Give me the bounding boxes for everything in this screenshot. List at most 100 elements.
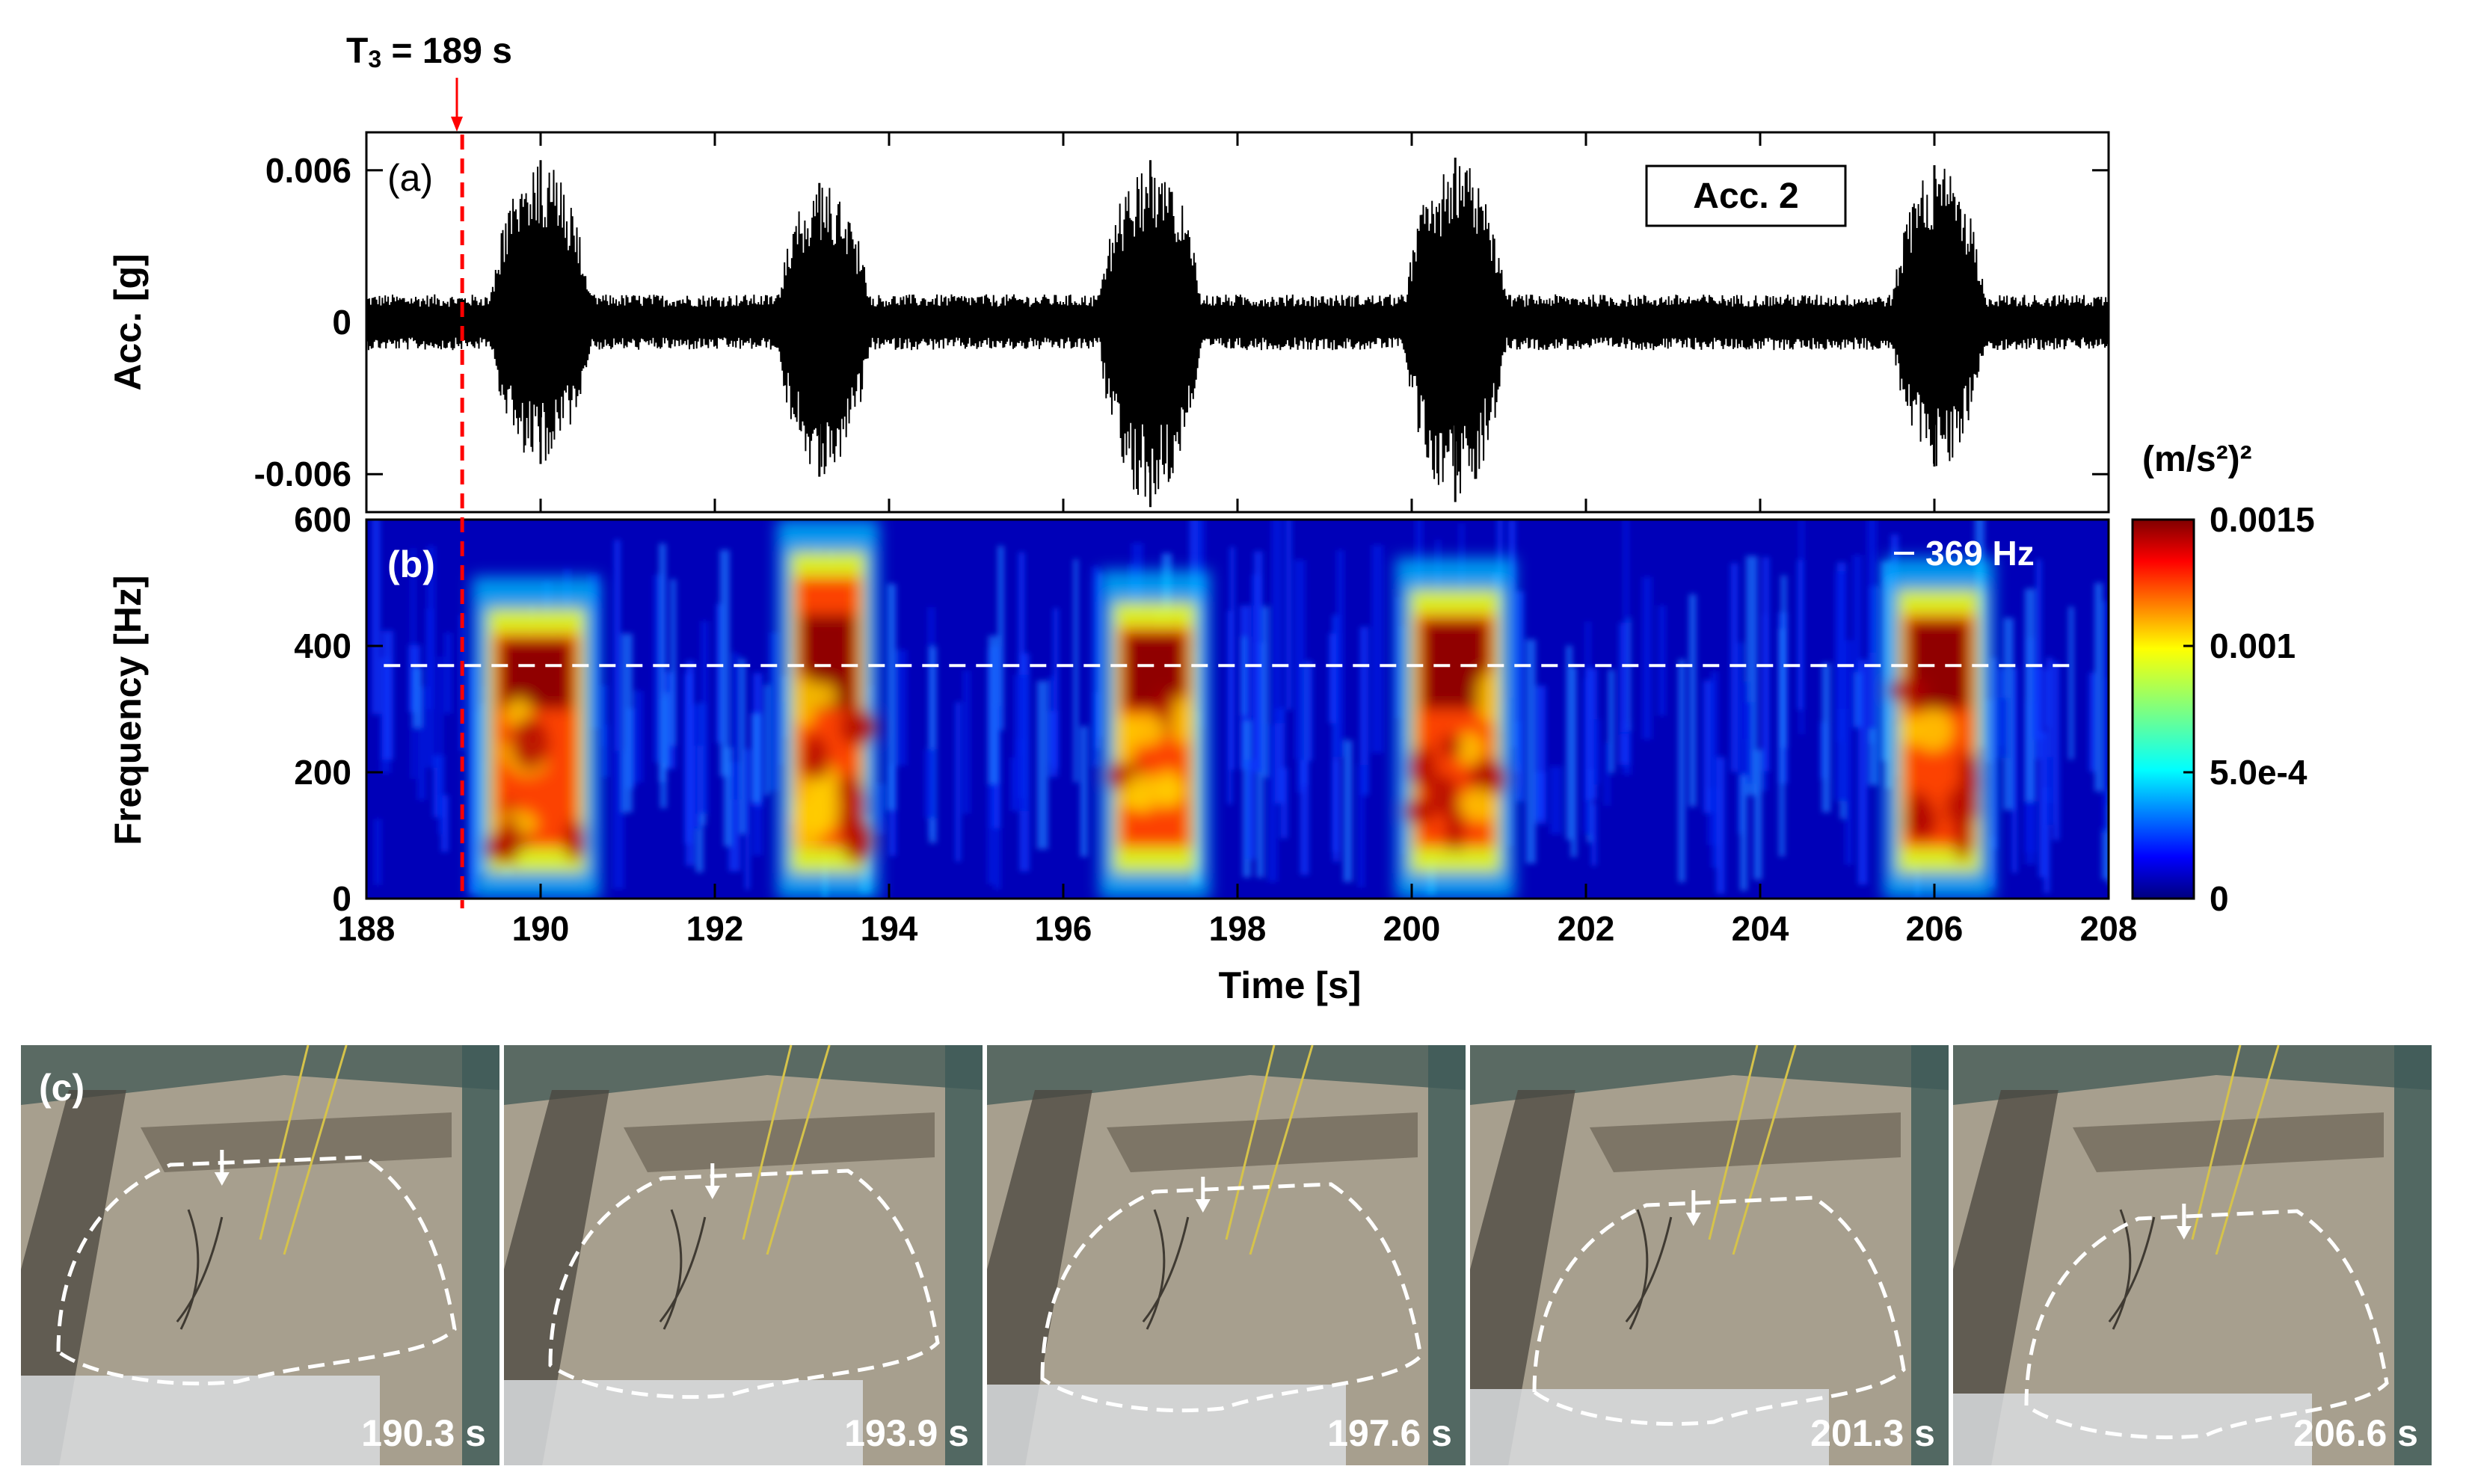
streak bbox=[600, 685, 608, 747]
streak bbox=[1332, 760, 1340, 862]
sliding-mass-outline bbox=[548, 1169, 940, 1400]
legend-label: Acc. 2 bbox=[1693, 176, 1798, 216]
xtick-label: 202 bbox=[1558, 909, 1615, 948]
colorbar-gradient bbox=[2131, 518, 2195, 900]
sliding-mass-outline bbox=[1040, 1182, 1423, 1413]
region-blob bbox=[1171, 695, 1193, 745]
region-blob bbox=[841, 817, 875, 864]
sand-slope bbox=[987, 1075, 1466, 1465]
streak bbox=[1867, 520, 1877, 730]
streak bbox=[1018, 552, 1025, 756]
streak bbox=[459, 615, 465, 751]
region-blob bbox=[796, 777, 834, 835]
streak bbox=[1246, 759, 1255, 860]
photo-frame-3: 197.6 s bbox=[987, 1044, 1466, 1465]
streak bbox=[2053, 662, 2060, 840]
scarp-band bbox=[2073, 1112, 2384, 1172]
spectrogram bbox=[372, 520, 2109, 899]
colorbar-title: (m/s²)² bbox=[2142, 440, 2252, 479]
streak bbox=[670, 579, 676, 746]
streak bbox=[2024, 588, 2035, 802]
streak bbox=[1997, 698, 2008, 759]
panel-b: 369 Hz (b) 0 200 400 600 188 190 192 194 196 198… bbox=[107, 500, 2137, 1006]
region-blob bbox=[1403, 798, 1435, 825]
crack bbox=[176, 1209, 224, 1330]
streak bbox=[1753, 749, 1762, 880]
streak bbox=[374, 819, 382, 885]
streak bbox=[1271, 520, 1282, 724]
streak bbox=[701, 621, 709, 814]
streak bbox=[732, 653, 740, 800]
streak bbox=[1229, 547, 1235, 770]
photo-time-label: 193.9 s bbox=[844, 1412, 969, 1454]
sensor-wire bbox=[283, 1044, 348, 1255]
region-blob bbox=[1887, 679, 1929, 702]
streak bbox=[1010, 757, 1018, 812]
streak bbox=[2047, 757, 2053, 825]
streak bbox=[2038, 730, 2047, 878]
sliding-mass-outline bbox=[1532, 1195, 1906, 1426]
panel-b-label: (b) bbox=[387, 544, 435, 585]
streak bbox=[1549, 766, 1562, 834]
streak bbox=[745, 749, 750, 890]
colorbar-ticks: 0 5.0e-4 0.001 0.0015 bbox=[2183, 500, 2315, 918]
streak bbox=[2105, 677, 2109, 806]
displacement-arrowhead bbox=[1195, 1199, 1211, 1213]
panel-a-y-ticks: -0.006 0 0.006 bbox=[254, 132, 2110, 512]
xtick-label: 204 bbox=[1732, 909, 1789, 948]
panel-a-label: (a) bbox=[387, 157, 433, 199]
panel-c-label: (c) bbox=[39, 1067, 84, 1109]
photo-frame-2: 193.9 s bbox=[504, 1044, 983, 1465]
streak bbox=[1332, 615, 1339, 852]
streak bbox=[1359, 626, 1369, 795]
xtick-label: 206 bbox=[1906, 909, 1964, 948]
streak bbox=[1514, 721, 1521, 774]
streak bbox=[1343, 739, 1353, 882]
sand-slope bbox=[1470, 1075, 1949, 1465]
streak bbox=[1688, 594, 1697, 807]
reference-legend-label: 369 Hz bbox=[1925, 534, 2035, 573]
sensor-wire bbox=[259, 1044, 310, 1240]
photo-time-label: 201.3 s bbox=[1810, 1412, 1935, 1454]
sensor-wire bbox=[742, 1044, 793, 1240]
streak bbox=[1036, 680, 1048, 849]
streak bbox=[1227, 610, 1232, 804]
streak bbox=[1604, 742, 1611, 807]
panel-a-y-label: Acc. [g] bbox=[107, 253, 149, 390]
region-blob bbox=[498, 817, 520, 865]
streak bbox=[723, 747, 732, 847]
streak bbox=[633, 690, 643, 783]
water bbox=[1953, 1394, 2312, 1465]
freq-ytick-label: 600 bbox=[294, 500, 351, 539]
streak bbox=[2102, 828, 2109, 880]
region-blob bbox=[1913, 709, 1954, 752]
streak bbox=[621, 633, 633, 813]
streak bbox=[1845, 640, 1853, 865]
panel-b-y-label: Frequency [Hz] bbox=[107, 575, 149, 845]
region-blob bbox=[1909, 794, 1934, 842]
displacement-arrowhead bbox=[214, 1172, 230, 1186]
sliding-mass-outline bbox=[2024, 1209, 2389, 1440]
streak bbox=[440, 795, 449, 852]
shadow bbox=[504, 1090, 609, 1465]
streak bbox=[1013, 674, 1026, 811]
x-axis-label: Time [s] bbox=[1219, 964, 1362, 1006]
scarp-band bbox=[624, 1112, 935, 1172]
crack bbox=[1625, 1209, 1673, 1330]
streak bbox=[887, 583, 897, 810]
streak bbox=[601, 724, 609, 778]
streak bbox=[1536, 685, 1546, 819]
streak bbox=[372, 520, 381, 715]
streak bbox=[1737, 642, 1744, 834]
sensor-wire bbox=[1732, 1044, 1797, 1255]
region-blob bbox=[1116, 712, 1136, 768]
region-blob bbox=[1958, 750, 1981, 782]
photo-frame-4: 201.3 s bbox=[1470, 1044, 1949, 1465]
streak bbox=[716, 603, 723, 744]
shadow bbox=[987, 1090, 1092, 1465]
region-blob bbox=[1477, 671, 1498, 723]
acc-ytick-label: 0 bbox=[332, 303, 351, 342]
side-wall bbox=[1428, 1045, 1466, 1465]
sensor-wire bbox=[1708, 1044, 1759, 1240]
colorbar-tick-label: 0 bbox=[2210, 879, 2229, 918]
